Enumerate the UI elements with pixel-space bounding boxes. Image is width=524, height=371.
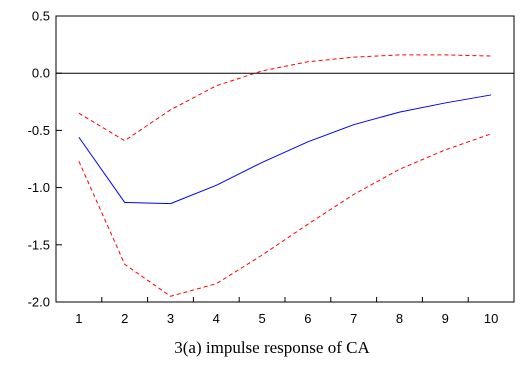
x-tick-label: 2 — [121, 311, 128, 326]
x-tick-label: 9 — [442, 311, 449, 326]
upper-band-line — [78, 54, 492, 142]
y-axis: 0.5 0.0 -0.5 -1.0 -1.5 -2.0 — [28, 9, 62, 310]
y-tick-label: -0.5 — [28, 123, 50, 138]
x-tick-label: 1 — [75, 311, 82, 326]
y-tick-label: -1.5 — [28, 237, 50, 252]
y-tick-label: 0.0 — [32, 66, 50, 81]
response-line — [78, 94, 492, 205]
plot-border — [55, 15, 515, 303]
y-tick-label: -1.0 — [28, 180, 50, 195]
y-tick-label: -2.0 — [28, 295, 50, 310]
x-tick-label: 6 — [304, 311, 311, 326]
x-axis: 1 2 3 4 5 6 7 8 9 10 — [55, 297, 515, 326]
x-tick-label: 4 — [213, 311, 220, 326]
x-tick-label: 8 — [396, 311, 403, 326]
x-tick-label: 3 — [167, 311, 174, 326]
x-tick-label: 7 — [350, 311, 357, 326]
lower-band-line — [78, 133, 492, 297]
x-tick-label: 10 — [484, 311, 498, 326]
chart-caption: 3(a) impulse response of CA — [174, 338, 370, 357]
x-tick-label: 5 — [258, 311, 265, 326]
plot-area — [55, 15, 515, 303]
y-tick-label: 0.5 — [32, 9, 50, 24]
series-layer — [78, 54, 492, 297]
